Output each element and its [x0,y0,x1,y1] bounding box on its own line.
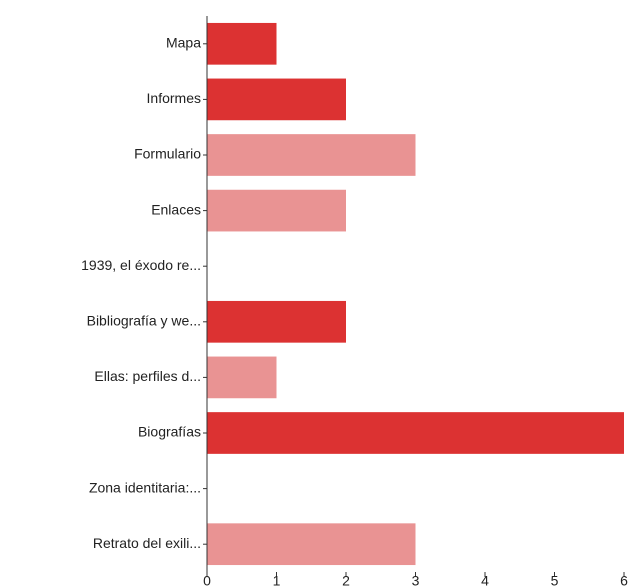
bar [207,412,624,454]
bar [207,356,277,399]
y-tick-label: 1939, el éxodo re... [81,257,201,273]
y-tick-label: Mapa [166,35,201,51]
bar [207,78,346,121]
y-tick-label: Retrato del exili... [93,535,201,551]
x-tick-label: 2 [342,573,350,587]
y-tick-label: Ellas: perfiles d... [94,368,201,384]
y-tick-label: Zona identitaria:... [89,479,201,495]
y-tick-label: Formulario [134,146,201,162]
x-tick-label: 1 [273,573,281,587]
x-tick-label: 6 [620,573,628,587]
y-tick-label: Bibliografía y we... [87,313,201,329]
bar [207,523,416,566]
x-tick-label: 4 [481,573,489,587]
bar [207,134,416,176]
bar [207,189,346,232]
y-tick-label: Enlaces [151,201,201,217]
x-tick-label: 3 [412,573,420,587]
bar [207,22,277,65]
x-tick-label: 0 [203,573,211,587]
bar [207,300,346,343]
y-tick-label: Biografías [138,424,201,440]
x-tick-label: 5 [551,573,559,587]
y-tick-label: Informes [147,90,201,106]
